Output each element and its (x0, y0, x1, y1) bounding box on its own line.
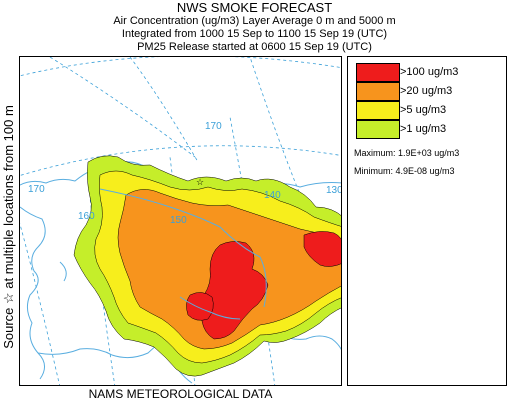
grid-line (20, 57, 341, 77)
plume-over-100-south (186, 292, 214, 321)
map-canvas: 170 160 150 170 140 130 ☆ (20, 57, 342, 385)
grid-label: 140 (264, 190, 281, 201)
meteorological-data-label: NAMS METEOROLOGICAL DATA (88, 387, 273, 401)
forecast-title: NWS SMOKE FORECAST (176, 0, 333, 15)
grid-line (20, 145, 341, 176)
source-star-icon: ☆ (196, 177, 204, 187)
legend-swatch-5 (356, 101, 400, 120)
legend-swatch-20 (356, 82, 400, 101)
minimum-value: Minimum: 4.9E-08 ug/m3 (354, 166, 455, 176)
legend-label-20: >20 ug/m3 (400, 85, 453, 97)
legend: >100 ug/m3 >20 ug/m3 >5 ug/m3 >1 ug/m3 M… (347, 56, 507, 386)
grid-line (129, 57, 199, 163)
legend-label-1: >1 ug/m3 (400, 123, 447, 135)
rivers (99, 188, 267, 320)
grid-label: 170 (28, 184, 45, 195)
concentration-description: Air Concentration (ug/m3) Layer Average … (113, 15, 396, 27)
plume-over-100-east (303, 231, 341, 267)
grid-line (49, 57, 196, 158)
legend-swatch-1 (356, 120, 400, 139)
grid-label: 170 (205, 121, 222, 132)
smoke-map: 170 160 150 170 140 130 ☆ (19, 56, 342, 386)
legend-swatch-100 (356, 63, 400, 82)
grid-label: 160 (78, 211, 95, 222)
legend-label-100: >100 ug/m3 (400, 66, 459, 78)
legend-label-5: >5 ug/m3 (400, 104, 447, 116)
integration-period: Integrated from 1000 15 Sep to 1100 15 S… (121, 28, 388, 40)
release-info: PM25 Release started at 0600 15 Sep 19 (… (137, 41, 372, 53)
grid-line (20, 222, 60, 385)
grid-line (249, 57, 341, 290)
grid-label: 150 (170, 215, 187, 226)
source-label: Source ☆ at multiple locations from 100 … (1, 105, 16, 349)
maximum-value: Maximum: 1.9E+03 ug/m3 (354, 148, 460, 158)
grid-label: 130 (326, 185, 342, 196)
